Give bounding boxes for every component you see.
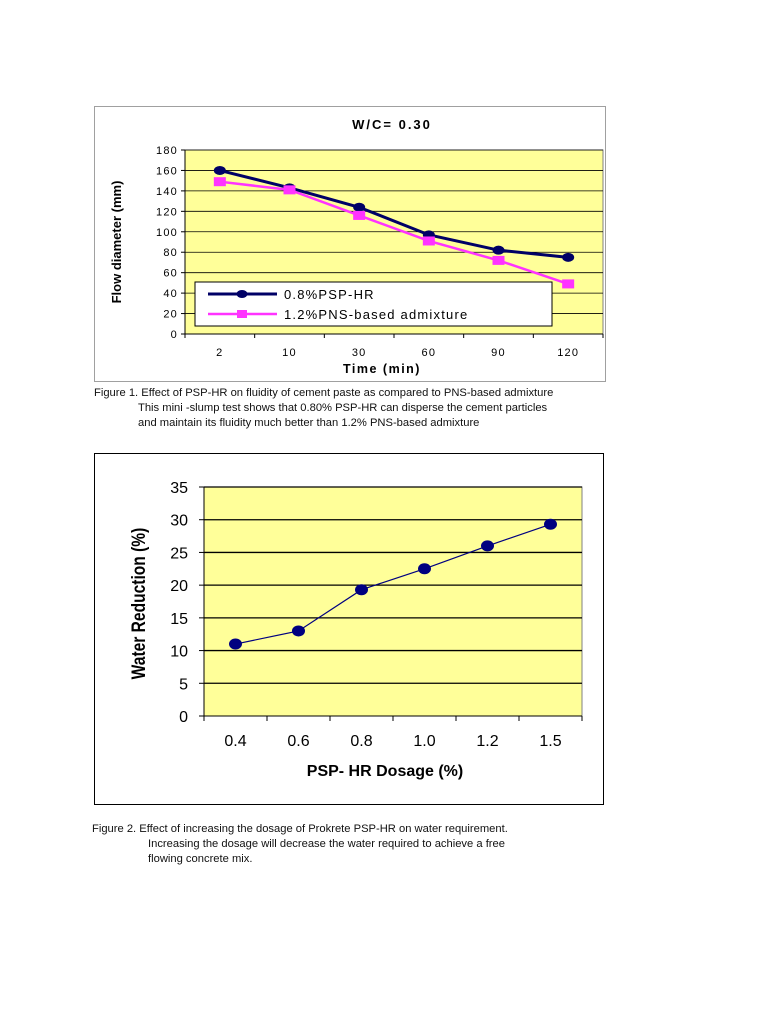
- data-point: [213, 177, 226, 187]
- y-axis-label: Water Reduction (%): [128, 528, 150, 680]
- series-line: [235, 523, 551, 645]
- legend-box: [194, 281, 553, 327]
- data-point: [481, 540, 494, 552]
- y-tick-label: 180: [156, 145, 178, 157]
- x-tick-label: 90: [491, 347, 506, 359]
- data-point: [562, 252, 575, 262]
- figure-1-caption-line-1: Figure 1. Effect of PSP-HR on fluidity o…: [94, 387, 554, 399]
- x-tick-label: 30: [352, 347, 367, 359]
- x-tick-label: 0.4: [224, 733, 246, 750]
- data-point: [283, 185, 296, 195]
- y-tick-label: 60: [163, 268, 178, 280]
- figure-1-caption-line-2: This mini -slump test shows that 0.80% P…: [138, 402, 548, 414]
- y-tick-label: 160: [156, 165, 178, 177]
- chart-2-svg: 0 5 10 15 20 25 30 35 0.4 0.6 0.8 1.0 1.2 1.5 PSP- HR …: [128, 480, 583, 780]
- x-tick-label: 0.8: [350, 733, 372, 750]
- chart-1-title: W/C= 0.30: [352, 117, 432, 132]
- figure-2-caption-line-2: Increasing the dosage will decrease the …: [148, 838, 505, 850]
- figure-1-caption: Figure 1. Effect of PSP-HR on fluidity o…: [94, 386, 553, 431]
- y-tick-label: 35: [170, 480, 188, 497]
- x-tick-label: 120: [557, 347, 579, 359]
- y-tick-label: 25: [170, 545, 188, 562]
- y-tick-label: 15: [170, 611, 188, 628]
- data-point: [492, 255, 505, 265]
- y-tick-label: 30: [170, 513, 188, 530]
- data-point: [418, 563, 431, 575]
- data-point: [292, 625, 305, 637]
- y-tick-label: 20: [163, 309, 178, 321]
- data-point: [353, 202, 366, 212]
- y-tick-label: 0: [171, 329, 178, 341]
- figure-1-caption-line-3: and maintain its fluidity much better th…: [138, 417, 480, 429]
- x-tick-label: 1.0: [413, 733, 435, 750]
- y-tick-label: 10: [170, 644, 188, 661]
- data-point: [355, 584, 368, 596]
- data-point: [422, 236, 435, 246]
- data-point: [562, 279, 575, 289]
- x-tick-label: 2: [216, 347, 223, 359]
- legend-label: 1.2%PNS-based admixture: [284, 307, 468, 322]
- x-tick-label: 0.6: [287, 733, 309, 750]
- figure-2-caption: Figure 2. Effect of increasing the dosag…: [92, 822, 508, 867]
- data-point: [229, 638, 242, 650]
- data-point: [492, 245, 505, 255]
- y-tick-label: 20: [170, 578, 188, 595]
- y-tick-label: 80: [163, 247, 178, 259]
- legend-marker: [237, 310, 247, 318]
- data-point: [544, 518, 557, 530]
- chart-1-svg: 0 20 40 60 80 100 120 140 160 180 2 10 30 60 90 120 W/C=…: [109, 117, 604, 376]
- series-line-2: [219, 180, 569, 286]
- figure-2-caption-line-3: flowing concrete mix.: [148, 853, 253, 865]
- x-tick-label: 10: [282, 347, 297, 359]
- chart-1: 0 20 40 60 80 100 120 140 160 180 2 10 30 60 90 120 W/C=…: [94, 106, 606, 382]
- x-tick-label: 60: [422, 347, 437, 359]
- x-tick-label: 1.2: [476, 733, 498, 750]
- y-tick-label: 120: [156, 206, 178, 218]
- y-axis-label: Flow diameter (mm): [109, 181, 124, 304]
- chart-2: 0 5 10 15 20 25 30 35 0.4 0.6 0.8 1.0 1.2 1.5 PSP- HR …: [94, 453, 604, 805]
- x-axis-label: PSP- HR Dosage (%): [307, 763, 463, 780]
- legend-marker: [236, 290, 248, 298]
- data-point: [213, 165, 226, 175]
- series-line-1: [219, 168, 569, 259]
- plot-area: [203, 486, 583, 717]
- legend-label: 0.8%PSP-HR: [284, 287, 375, 302]
- x-axis-label: Time (min): [343, 362, 421, 376]
- y-tick-label: 100: [156, 227, 178, 239]
- y-tick-label: 0: [179, 709, 188, 726]
- y-tick-label: 40: [163, 288, 178, 300]
- legend: 0.8%PSP-HR 1.2%PNS-based admixture: [194, 281, 553, 327]
- y-tick-label: 5: [179, 676, 188, 693]
- y-tick-label: 140: [156, 186, 178, 198]
- x-tick-label: 1.5: [539, 733, 561, 750]
- figure-2-caption-line-1: Figure 2. Effect of increasing the dosag…: [92, 823, 508, 835]
- data-point: [353, 210, 366, 220]
